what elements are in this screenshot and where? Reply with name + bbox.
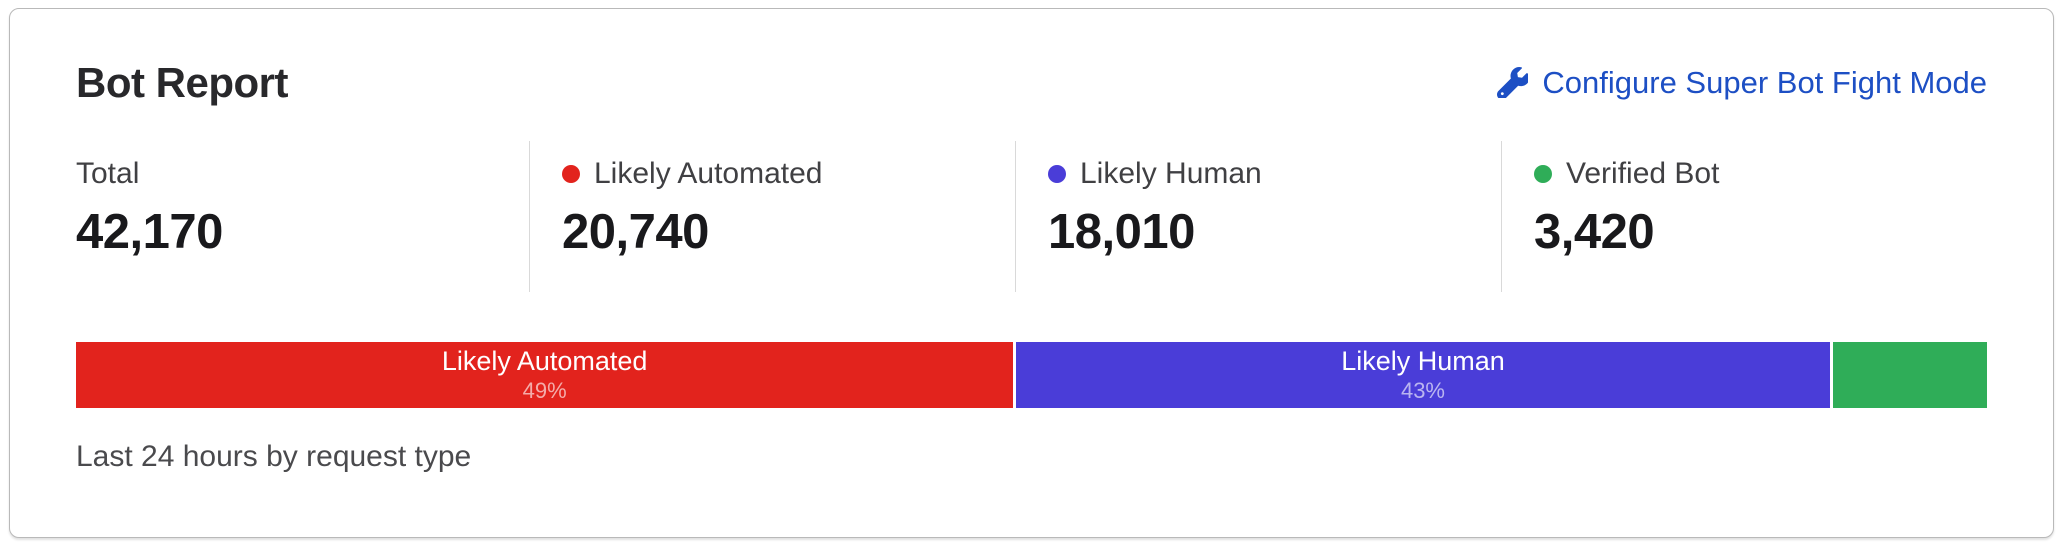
bar-segment-likely-human: Likely Human 43% (1016, 342, 1830, 409)
wrench-icon (1497, 67, 1529, 99)
stats-row: Total 42,170 Likely Automated 20,740 Lik… (76, 141, 1987, 293)
bar-segment-likely-human-label: Likely Human (1341, 345, 1505, 376)
stat-verified-bot: Verified Bot 3,420 (1501, 141, 1987, 293)
stat-likely-automated-label: Likely Automated (594, 157, 823, 191)
bar-segment-likely-human-pct: 43% (1400, 378, 1445, 404)
stat-total: Total 42,170 (76, 141, 529, 292)
bar-segment-likely-automated: Likely Automated 49% (76, 342, 1014, 409)
stat-verified-bot-label-row: Verified Bot (1534, 155, 1987, 193)
stat-likely-human-value: 18,010 (1048, 205, 1195, 260)
stat-verified-bot-label: Verified Bot (1566, 157, 1720, 191)
stat-total-label-row: Total (76, 155, 529, 193)
likely-automated-dot-icon (562, 165, 580, 184)
verified-bot-dot-icon (1534, 165, 1552, 184)
stat-likely-human: Likely Human 18,010 (1015, 141, 1501, 293)
stat-likely-automated-value: 20,740 (562, 205, 709, 260)
stat-total-value: 42,170 (76, 205, 223, 260)
request-type-stacked-bar: Likely Automated 49% Likely Human 43% (76, 342, 1988, 409)
bar-segment-likely-automated-label: Likely Automated (441, 345, 648, 376)
stat-likely-automated: Likely Automated 20,740 (529, 141, 1015, 293)
page-title: Bot Report (76, 59, 288, 106)
stat-verified-bot-value: 3,420 (1534, 205, 1655, 260)
bot-report-card: Bot Report Configure Super Bot Fight Mod… (9, 8, 2054, 538)
card-header: Bot Report Configure Super Bot Fight Mod… (76, 59, 1987, 107)
configure-link-label: Configure Super Bot Fight Mode (1542, 65, 1987, 100)
stat-likely-human-label-row: Likely Human (1048, 155, 1501, 193)
bar-segment-likely-automated-pct: 49% (522, 378, 567, 404)
time-range-caption: Last 24 hours by request type (76, 440, 472, 474)
stat-likely-human-label: Likely Human (1080, 157, 1262, 191)
bar-segment-verified-bot (1832, 342, 1988, 409)
stat-likely-automated-label-row: Likely Automated (562, 155, 1015, 193)
likely-human-dot-icon (1048, 165, 1066, 184)
stat-total-label: Total (76, 157, 140, 191)
configure-super-bot-fight-mode-link[interactable]: Configure Super Bot Fight Mode (1497, 64, 1987, 101)
